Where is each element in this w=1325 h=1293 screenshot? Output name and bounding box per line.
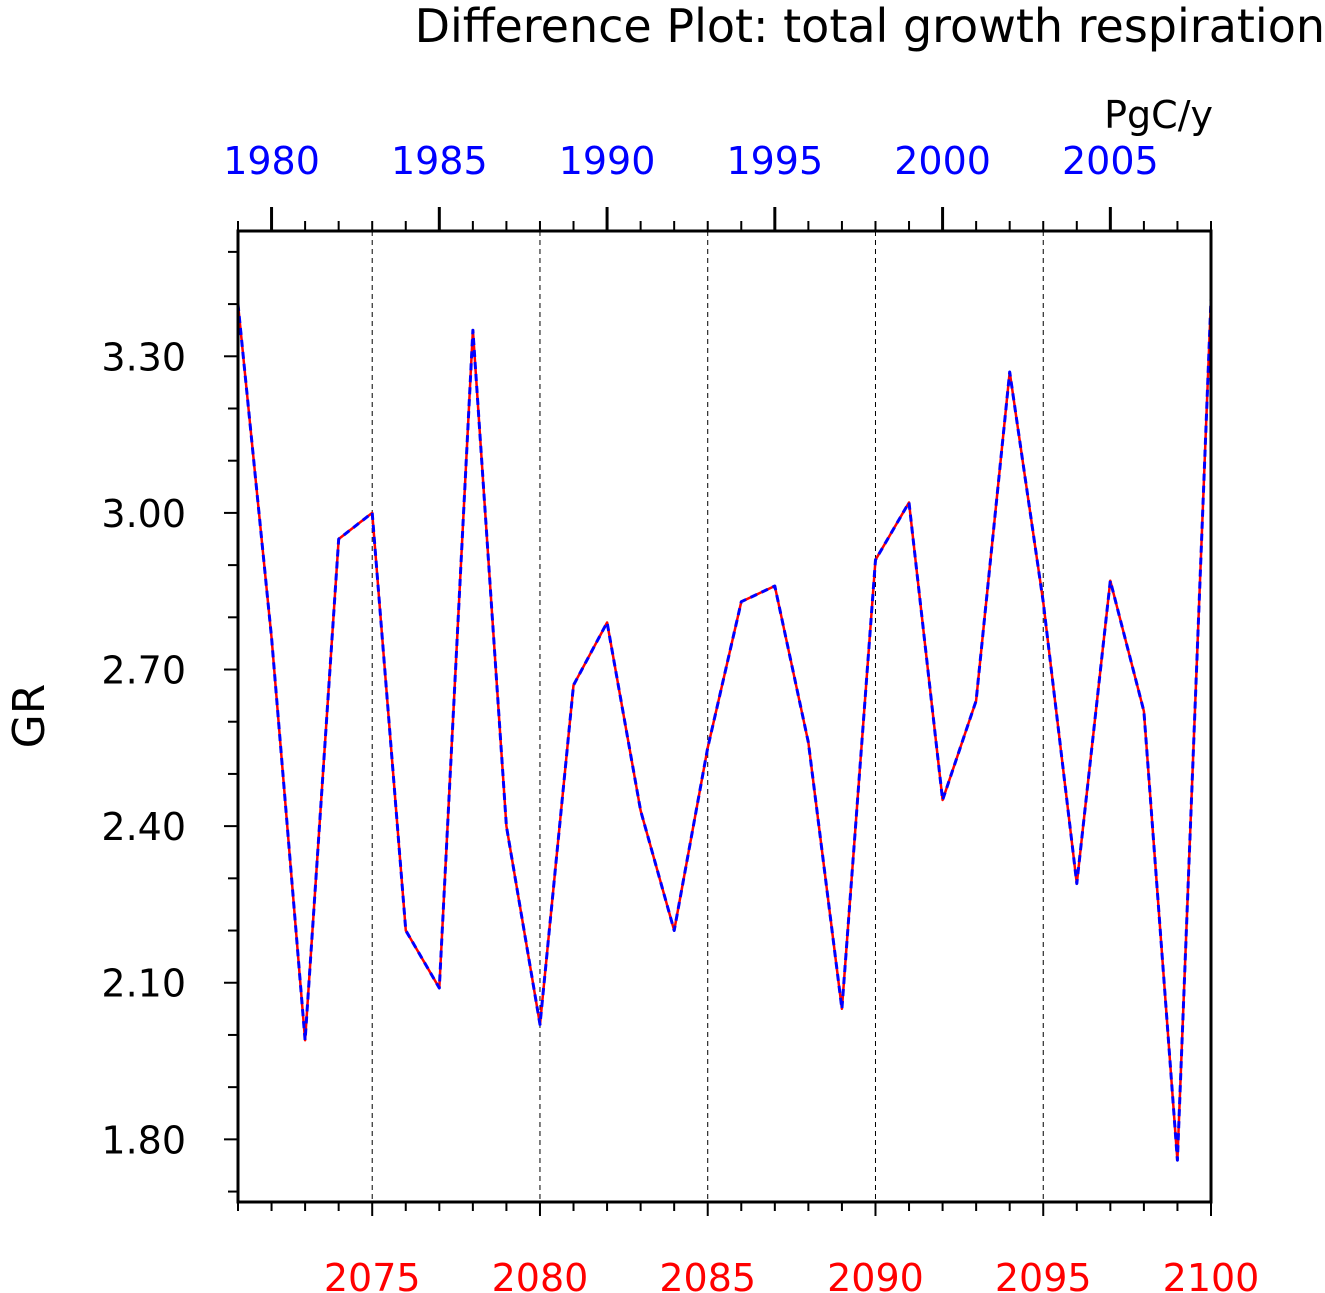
grid-lines — [371, 231, 1044, 1202]
x-top-tick-label: 1995 — [726, 139, 823, 183]
x-bottom-tick-label: 2090 — [827, 1256, 924, 1293]
x-bottom-tick-label: 2100 — [1163, 1256, 1260, 1293]
x-bottom-tick-label: 2080 — [492, 1256, 589, 1293]
x-top-tick-label: 1985 — [391, 139, 488, 183]
chart-title: Difference Plot: total growth respiratio… — [415, 0, 1325, 53]
plot-frame — [236, 229, 1213, 1204]
x-top-tick-label: 1990 — [559, 139, 656, 183]
y-tick-label: 2.70 — [101, 649, 186, 693]
x-bottom-tick-label: 2095 — [995, 1256, 1092, 1293]
series-lines — [236, 298, 1213, 1162]
units-label: PgC/y — [1104, 93, 1213, 137]
y-tick-label: 3.00 — [101, 492, 186, 536]
y-tick-label: 3.30 — [101, 335, 186, 379]
series-line-2 — [236, 298, 1213, 1162]
y-tick-label: 2.40 — [101, 805, 186, 849]
y-axis-label: GR — [4, 684, 55, 749]
x-top-tick-label: 2000 — [894, 139, 991, 183]
y-tick-label: 2.10 — [101, 962, 186, 1006]
x-top-tick-label: 2005 — [1062, 139, 1159, 183]
series-line-1 — [236, 298, 1213, 1162]
x-bottom-tick-label: 2075 — [324, 1256, 421, 1293]
y-tick-label: 1.80 — [101, 1118, 186, 1162]
axes: 1.80 2.10 2.40 2.70 3.00 3.30 2075 2080 2085 2090… — [101, 139, 1259, 1293]
x-top-tick-label: 1980 — [223, 139, 320, 183]
x-bottom-tick-label: 2085 — [659, 1256, 756, 1293]
